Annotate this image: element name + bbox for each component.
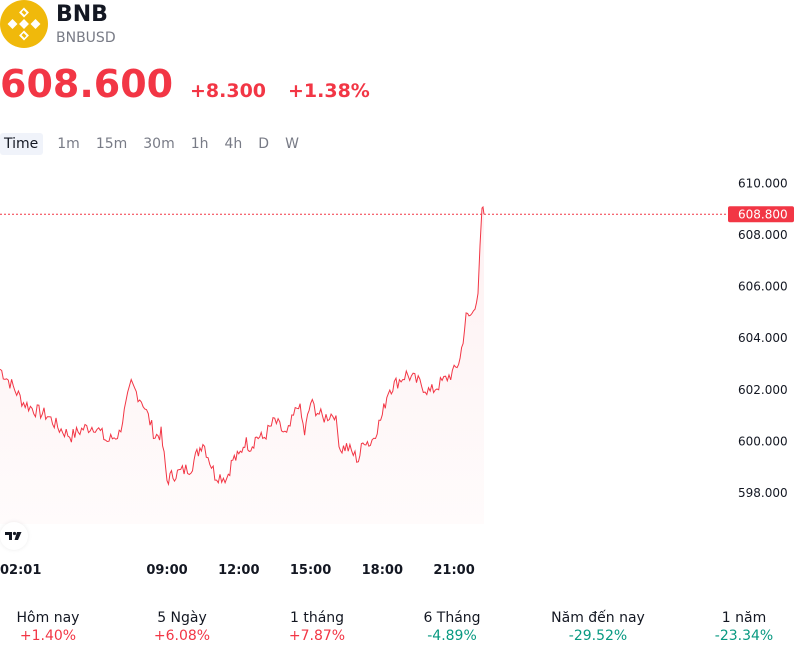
last-price: 608.600 <box>0 62 174 106</box>
y-tick-label: 606.000 <box>738 280 788 294</box>
interval-tab-time[interactable]: Time <box>0 133 44 155</box>
interval-tab-30m[interactable]: 30m <box>143 136 175 152</box>
y-tick-label: 602.000 <box>738 383 788 397</box>
binance-coin-logo-icon <box>0 0 48 48</box>
symbol-name: BNB <box>56 2 108 27</box>
perf-value: -4.89% <box>427 628 477 644</box>
y-tick-label: 600.000 <box>738 434 788 448</box>
perf-6-months[interactable]: 6 Tháng -4.89% <box>404 610 500 644</box>
perf-value: -29.52% <box>568 628 628 644</box>
perf-1-month[interactable]: 1 tháng +7.87% <box>269 610 365 644</box>
perf-today[interactable]: Hôm nay +1.40% <box>0 610 96 644</box>
interval-tab-15m[interactable]: 15m <box>95 136 128 152</box>
perf-value: +1.40% <box>19 628 77 644</box>
last-price-badge <box>728 206 794 223</box>
tradingview-mark <box>5 531 22 540</box>
price-area-fill <box>0 207 484 524</box>
x-tick-label: 18:00 <box>362 563 403 578</box>
perf-label: Hôm nay <box>16 610 80 626</box>
interval-tabs: Time 1m 15m 30m 1h 4h D W <box>0 132 307 156</box>
perf-label: Năm đến nay <box>551 610 645 626</box>
x-tick-label: 02:01 <box>0 563 41 578</box>
price-line <box>0 205 485 487</box>
price-change: +8.300 <box>190 80 267 102</box>
price-change-percent: +1.38% <box>288 80 370 102</box>
perf-value: -23.34% <box>714 628 774 644</box>
perf-label: 1 tháng <box>289 610 345 626</box>
x-tick-label: 09:00 <box>146 563 187 578</box>
x-tick-label: 15:00 <box>290 563 331 578</box>
interval-tab-1m[interactable]: 1m <box>57 136 80 152</box>
y-tick-label: 604.000 <box>738 331 788 345</box>
x-tick-label: 21:00 <box>433 563 474 578</box>
y-tick-label: 598.000 <box>738 486 788 500</box>
interval-tab-4h[interactable]: 4h <box>224 136 243 152</box>
performance-bar: Hôm nay +1.40% 5 Ngày +6.08% 1 tháng +7.… <box>0 610 800 650</box>
perf-ytd[interactable]: Năm đến nay -29.52% <box>538 610 658 644</box>
perf-label: 1 năm <box>721 610 767 626</box>
interval-tab-w[interactable]: W <box>285 136 299 152</box>
tradingview-logo-icon[interactable] <box>0 522 28 550</box>
interval-tab-d[interactable]: D <box>258 136 270 152</box>
perf-value: +6.08% <box>153 628 211 644</box>
perf-label: 6 Tháng <box>423 610 481 626</box>
symbol-pair: BNBUSD <box>56 30 116 46</box>
perf-label: 5 Ngày <box>157 610 207 626</box>
price-chart[interactable]: 610.000 608.000 606.000 604.000 602.000 600.0… <box>0 160 800 590</box>
interval-tab-1h[interactable]: 1h <box>190 136 209 152</box>
y-tick-label: 608.000 <box>738 228 788 242</box>
symbol-header: BNB BNBUSD <box>0 0 800 60</box>
last-price-badge-label: 608.800 <box>738 207 788 221</box>
x-tick-label: 12:00 <box>218 563 259 578</box>
y-tick-label: 610.000 <box>738 176 788 190</box>
perf-value: +7.87% <box>288 628 346 644</box>
perf-5-days[interactable]: 5 Ngày +6.08% <box>134 610 230 644</box>
perf-1-year[interactable]: 1 năm -23.34% <box>696 610 792 644</box>
